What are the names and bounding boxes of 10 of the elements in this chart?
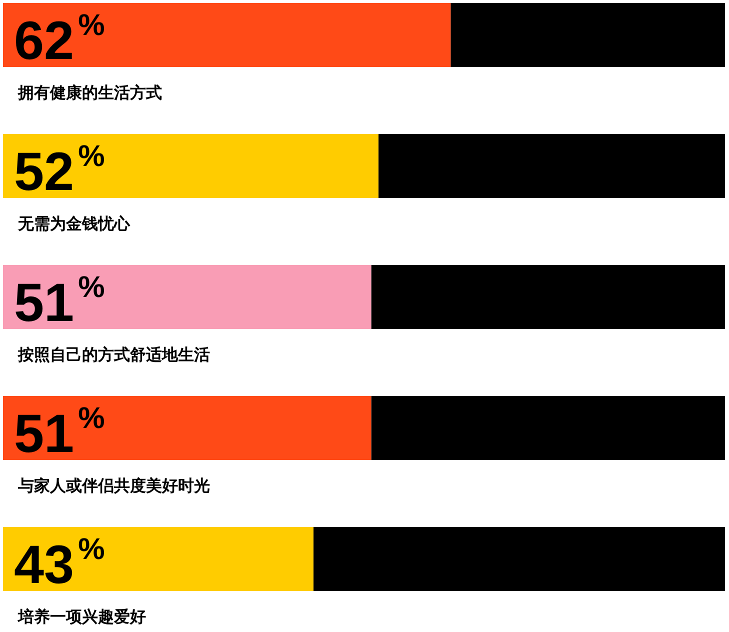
- data-label: 51$^{%}$: [14, 402, 105, 464]
- data-label: 62$^{%}$: [14, 9, 105, 71]
- y-tick-label: 与家人或伴侣共度美好时光: [17, 476, 210, 495]
- y-tick-label: 按照自己的方式舒适地生活: [17, 345, 210, 364]
- y-tick-label: 拥有健康的生活方式: [17, 83, 162, 102]
- data-label: 43$^{%}$: [14, 533, 105, 595]
- data-label: 52$^{%}$: [14, 140, 105, 202]
- y-tick-label: 无需为金钱忧心: [17, 214, 131, 233]
- y-tick-label: 培养一项兴趣爱好: [17, 607, 146, 626]
- data-label: 51$^{%}$: [14, 271, 105, 333]
